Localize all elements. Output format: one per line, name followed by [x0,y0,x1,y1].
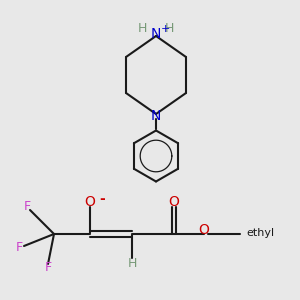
Text: ethyl: ethyl [246,227,274,238]
Text: F: F [16,241,23,254]
Text: H: H [127,257,137,270]
Text: O: O [85,195,95,208]
Text: F: F [45,261,52,274]
Text: H: H [138,22,147,35]
Text: H: H [165,22,174,35]
Text: +: + [161,24,170,34]
Text: N: N [151,27,161,41]
Text: -: - [100,192,106,206]
Text: N: N [151,109,161,123]
Text: F: F [24,200,31,214]
Text: O: O [199,224,209,237]
Text: O: O [169,195,179,208]
